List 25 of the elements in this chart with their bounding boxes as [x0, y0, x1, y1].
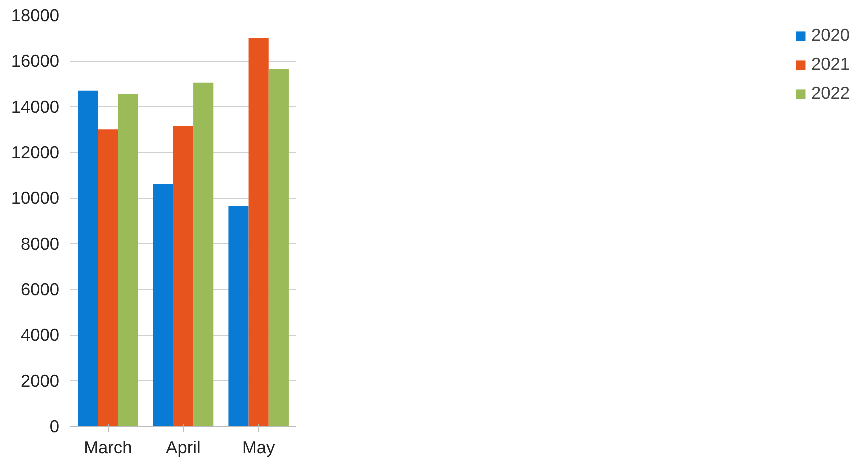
bar — [118, 94, 138, 426]
x-tick-label: May — [242, 438, 276, 458]
y-tick-label: 12000 — [11, 142, 60, 162]
y-tick-label: 4000 — [20, 325, 60, 346]
y-tick-label: 14000 — [11, 96, 60, 117]
y-tick-label: 18000 — [11, 6, 60, 26]
bar — [78, 90, 98, 426]
bar — [173, 126, 194, 426]
y-tick-label: 2000 — [20, 370, 60, 391]
x-tick-label: March — [84, 438, 132, 458]
y-tick-label: 8000 — [20, 234, 60, 254]
y-tick-label: 10000 — [11, 188, 60, 208]
legend-label: 2021 — [811, 54, 850, 75]
bar — [248, 38, 269, 426]
legend-label: 2022 — [811, 83, 850, 104]
bar — [98, 130, 118, 426]
x-tick-label: April — [166, 438, 201, 458]
y-tick-label: 16000 — [11, 51, 60, 72]
bar — [194, 82, 214, 426]
y-tick-label: 0 — [50, 416, 60, 436]
y-tick-label: 6000 — [20, 280, 60, 300]
bar — [228, 206, 249, 426]
bar — [153, 184, 174, 426]
bar — [268, 69, 289, 426]
legend-label: 2020 — [811, 25, 850, 46]
